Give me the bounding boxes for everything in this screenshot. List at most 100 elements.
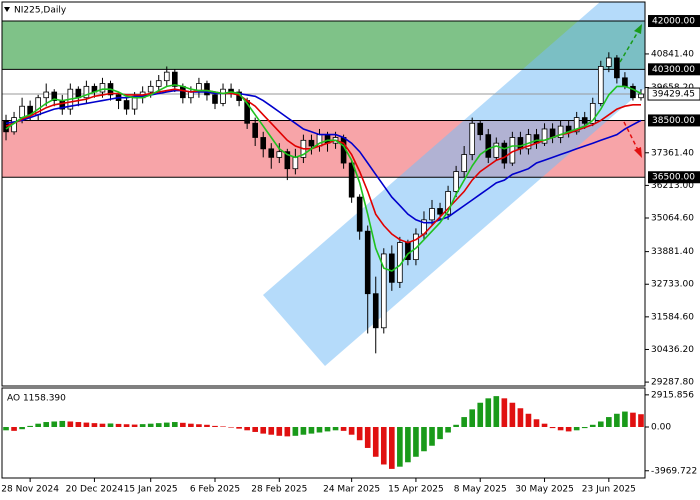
ao-bar [469, 409, 476, 427]
ao-bar [123, 424, 130, 427]
y-tick-label: 0.00 [651, 422, 671, 432]
ao-bar [509, 402, 516, 427]
candle-body [155, 80, 162, 87]
ao-bar [533, 419, 540, 427]
candle-body [19, 105, 25, 118]
y-tick-label: 33881.40 [651, 247, 694, 257]
ao-bar [188, 423, 194, 427]
ao-bar [557, 426, 564, 431]
ao-bar [445, 426, 451, 433]
ao-bar [308, 426, 315, 434]
candle-body [43, 91, 50, 99]
candle-body [589, 102, 596, 124]
marks [2, 20, 645, 469]
ao-bar [397, 426, 403, 467]
ma-line [5, 89, 642, 224]
ao-bar [429, 426, 435, 446]
ma-line [5, 84, 642, 272]
candle-body [380, 253, 387, 329]
candle-body [348, 162, 355, 198]
ao-bar [59, 420, 66, 427]
y-tick-label: -3969.722 [651, 466, 697, 476]
level-label-box [648, 15, 700, 28]
ao-bar [501, 398, 508, 427]
ao-bar [573, 426, 580, 431]
y-tick-label: 40841.40 [651, 49, 694, 59]
ao-bar [453, 424, 459, 427]
ma-line [5, 88, 641, 244]
candle-body [477, 122, 484, 136]
y-tick-label: 30436.20 [651, 345, 694, 355]
ao-bar [364, 426, 371, 448]
ao-bar [268, 426, 275, 435]
ao-bar [461, 417, 467, 427]
ao-bar [549, 426, 556, 429]
ao-bar [622, 411, 628, 427]
ao-bar [405, 426, 411, 463]
candle-body [204, 83, 210, 96]
chart-title: NI225,Daily [14, 6, 67, 16]
x-tick-label: 23 Jun 2025 [582, 485, 636, 495]
ao-bar [525, 413, 532, 427]
ao-bar [356, 426, 363, 441]
current-price-label: 39429.45 [652, 90, 695, 100]
candle-body [220, 88, 226, 104]
candle-body [356, 196, 363, 232]
y-tick-label: 31584.60 [651, 312, 694, 322]
candle-body [188, 91, 194, 99]
candle-body [83, 85, 90, 99]
ao-bar [115, 423, 122, 427]
candle-body [437, 208, 443, 215]
ao-bar [284, 426, 291, 437]
ao-bar [99, 423, 106, 427]
level-label: 42000.00 [652, 17, 695, 27]
ao-bar [372, 426, 379, 457]
ao-bar [220, 426, 226, 427]
candle-body [493, 142, 500, 158]
candle-body [485, 134, 492, 158]
ao-bar [244, 426, 250, 431]
menu-triangle[interactable] [4, 7, 10, 12]
y-tick-label: 36213.00 [651, 181, 694, 191]
ao-bar [380, 426, 387, 465]
ao-bar [196, 424, 202, 427]
candle-body [364, 230, 371, 295]
ao-bar [565, 426, 572, 432]
candle-body [171, 71, 178, 87]
x-tick-label: 28 Feb 2025 [251, 485, 307, 495]
ao-bar [155, 423, 162, 427]
x-tick-label: 20 Dec 2024 [66, 485, 124, 495]
candle-body [573, 117, 580, 133]
ao-bar [67, 421, 74, 427]
x-tick-label: 30 May 2025 [515, 485, 574, 495]
ao-bar [83, 422, 90, 427]
ao-bar [11, 426, 17, 431]
ao-bar [236, 426, 242, 429]
ao-bar [589, 424, 596, 427]
candle-body [630, 85, 636, 99]
candle-body [581, 117, 588, 124]
level-label: 40300.00 [652, 65, 695, 75]
candle-body [622, 77, 628, 87]
ao-bar [43, 422, 50, 427]
candle-body [252, 122, 258, 138]
ao-bar [606, 417, 612, 427]
y-tick-label: 2915.856 [651, 390, 694, 400]
y-tick-label: 32733.00 [651, 280, 694, 290]
ao-bar [324, 426, 331, 432]
ao-bar [27, 425, 33, 427]
candle-body [123, 100, 130, 110]
candle-body [268, 148, 275, 158]
ao-bar [147, 423, 154, 427]
x-tick-label: 15 Apr 2025 [388, 485, 444, 495]
ao-bar [389, 426, 395, 469]
candle-body [284, 151, 291, 170]
ao-bar [276, 426, 283, 436]
ao-bar [35, 423, 41, 427]
x-tick-label: 8 May 2025 [454, 485, 507, 495]
ao-bar [493, 396, 500, 427]
candle-body [597, 66, 604, 104]
ao-bar [3, 426, 9, 431]
ao-bar [131, 424, 138, 427]
ao-bar [19, 426, 25, 430]
